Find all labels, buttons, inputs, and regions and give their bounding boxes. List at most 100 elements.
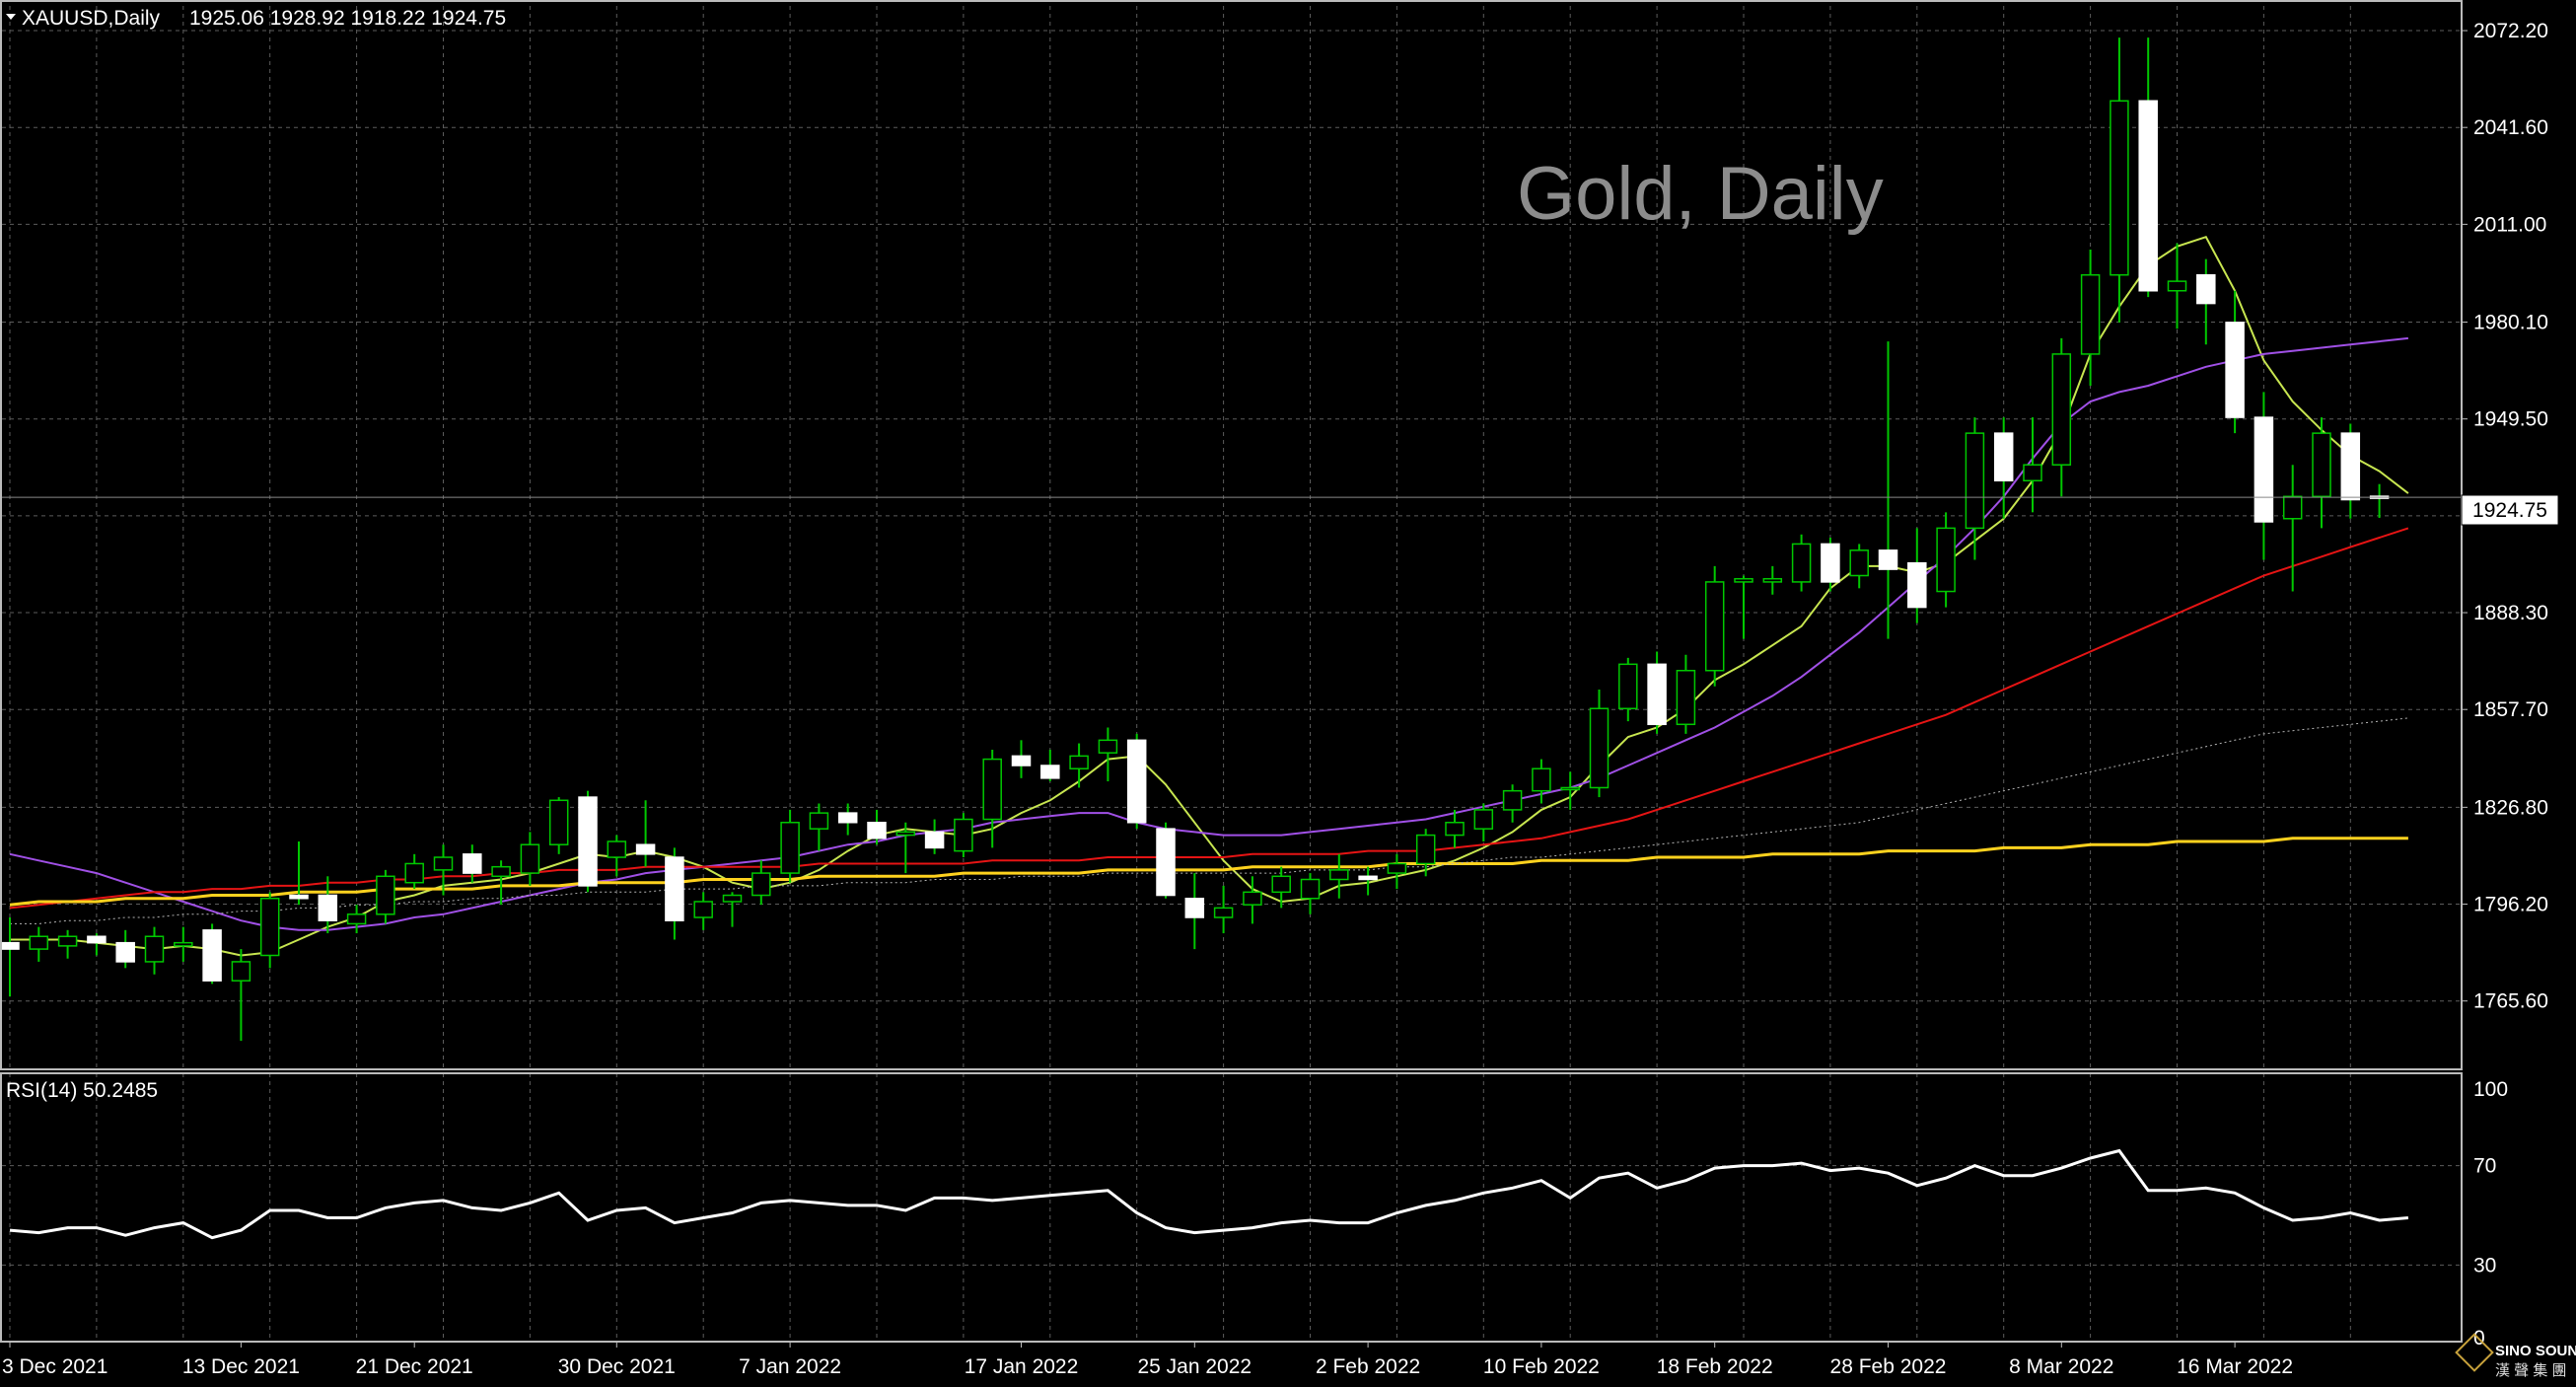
dropdown-triangle-icon[interactable] <box>6 14 16 20</box>
time-tick-label: 30 Dec 2021 <box>558 1355 676 1378</box>
time-tick-label: 7 Jan 2022 <box>739 1355 841 1378</box>
candle-bull <box>2110 100 2129 276</box>
candle-bull <box>404 862 424 884</box>
candle-bear <box>1993 432 2014 481</box>
candle-bull <box>2282 495 2303 520</box>
price-tick-label: 1857.70 <box>2473 698 2548 721</box>
chart-grid <box>2 6 2462 1342</box>
candle-bull <box>2312 432 2331 498</box>
price-axis: 2072.202041.602011.001980.101949.501918.… <box>2462 20 2548 1013</box>
moving-average-lines <box>9 235 2409 957</box>
rsi-panel-border <box>0 1072 2463 1343</box>
time-tick-label: 17 Jan 2022 <box>965 1355 1079 1378</box>
candle-bear <box>2340 432 2361 501</box>
price-tick-label: 2041.60 <box>2473 116 2548 139</box>
candle-bear <box>2196 273 2216 305</box>
candle-bull <box>2023 464 2042 482</box>
current-price-box <box>2461 494 2559 526</box>
time-tick-label: 8 Mar 2022 <box>2009 1355 2113 1378</box>
candle-bear <box>115 941 135 963</box>
candle-bull <box>1762 577 1783 583</box>
symbol-label: XAUUSD,Daily <box>22 7 161 30</box>
candle-bull <box>722 894 743 903</box>
candle-bull <box>174 941 193 947</box>
candle-bull <box>1502 789 1523 811</box>
candle-bull <box>491 865 511 878</box>
candle-bull <box>1849 549 1869 577</box>
price-tick-label: 1796.20 <box>2473 894 2548 916</box>
candle-bull <box>2051 353 2072 466</box>
candle-bull <box>57 935 78 947</box>
price-tick-label: 1826.80 <box>2473 796 2548 819</box>
candles <box>0 37 2462 1042</box>
current-price-label: 1924.75 <box>2472 499 2547 522</box>
candle-bull <box>693 901 713 918</box>
candle-bull <box>1098 739 1118 754</box>
candle-bull <box>259 898 280 957</box>
price-panel-border <box>0 0 2463 1070</box>
time-tick-label: 2 Feb 2022 <box>1316 1355 1420 1378</box>
candle-bull <box>1936 527 1956 593</box>
chart-frame <box>0 0 2463 1343</box>
ma-line-ma-mid <box>9 336 2409 931</box>
candle-bear <box>1647 663 1667 726</box>
candle-bear <box>463 853 482 874</box>
candle-bull <box>2080 273 2101 355</box>
candle-bear <box>1821 543 1840 583</box>
candle-bull <box>1589 707 1610 789</box>
price-tick-label: 2011.00 <box>2473 213 2546 236</box>
rsi-line <box>9 1148 2409 1240</box>
candle-bull <box>433 856 454 871</box>
candle-bear <box>1156 828 1176 897</box>
candle-bull <box>1387 862 1407 874</box>
candle-bear <box>2254 416 2274 523</box>
candle-bear <box>1907 561 1927 609</box>
logo-subtext: 漢 聲 集 團 <box>2495 1362 2567 1379</box>
candle-bear <box>1184 898 1205 918</box>
candle-bull <box>231 961 251 982</box>
time-tick-label: 28 Feb 2022 <box>1830 1355 1947 1378</box>
candle-bull <box>1243 891 1262 906</box>
candle-bear <box>2138 100 2158 292</box>
price-tick-label: 1980.10 <box>2473 312 2548 334</box>
candle-bear <box>635 843 656 855</box>
ohlc-label: 1925.06 1928.92 1918.22 1924.75 <box>189 7 506 30</box>
candle-bear <box>837 812 858 824</box>
time-tick-label: 21 Dec 2021 <box>356 1355 473 1378</box>
candle-bull <box>1532 767 1551 792</box>
candle-bull <box>1560 786 1580 791</box>
candle-bull <box>1271 875 1291 894</box>
candle-bull <box>1734 577 1753 583</box>
candle-bull <box>1473 809 1494 830</box>
candle-bull <box>376 875 395 915</box>
candle-bear <box>1011 755 1032 766</box>
candle-bull <box>1329 869 1349 881</box>
logo-text: SINO SOUND <box>2495 1343 2576 1359</box>
candle-bull <box>1791 543 1812 583</box>
candle-bull <box>1618 663 1638 709</box>
candle-bull <box>29 935 49 950</box>
candle-bull <box>1445 822 1465 837</box>
candle-bear <box>2225 322 2245 418</box>
logo-diamond-icon <box>2455 1333 2494 1372</box>
candle-bull <box>809 812 829 830</box>
candle-bull <box>346 913 367 925</box>
candle-bear <box>202 929 222 982</box>
rsi-tick-label: 30 <box>2473 1254 2496 1277</box>
candle-bull <box>2167 280 2187 292</box>
candle-bear <box>1126 739 1147 824</box>
candle-bear <box>924 831 945 849</box>
candle-bear <box>87 935 107 944</box>
time-tick-label: 16 Mar 2022 <box>2177 1355 2293 1378</box>
candle-bear <box>578 796 598 887</box>
price-tick-label: 1949.50 <box>2473 408 2548 431</box>
time-tick-label: 25 Jan 2022 <box>1137 1355 1252 1378</box>
price-tick-label: 1888.30 <box>2473 602 2548 624</box>
time-tick-label: 10 Feb 2022 <box>1483 1355 1600 1378</box>
rsi-tick-label: 100 <box>2473 1078 2508 1101</box>
candle-bull <box>144 935 165 963</box>
price-tick-label: 2072.20 <box>2473 20 2548 42</box>
candle-bull <box>1213 907 1234 918</box>
